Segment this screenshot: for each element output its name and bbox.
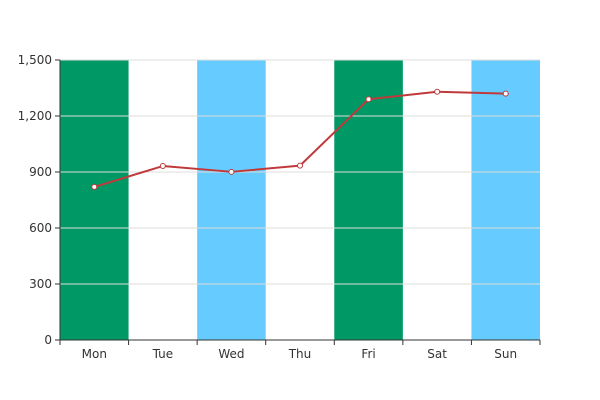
y-gridlines xyxy=(60,59,540,285)
y-tick-label: 900 xyxy=(29,165,52,179)
data-point-sun[interactable] xyxy=(502,90,509,97)
x-tick-label: Wed xyxy=(218,347,244,361)
data-point-tue[interactable] xyxy=(159,163,166,170)
y-tick-label: 1,500 xyxy=(18,53,52,67)
x-tick-label: Tue xyxy=(152,347,174,361)
category-band-sun xyxy=(471,60,540,340)
y-tick-label: 300 xyxy=(29,277,52,291)
category-bands xyxy=(60,60,540,340)
category-band-mon xyxy=(60,60,129,340)
x-tick-label: Fri xyxy=(361,347,375,361)
data-point-fri[interactable] xyxy=(365,96,372,103)
data-point-mon[interactable] xyxy=(91,183,98,190)
series-line-path xyxy=(93,90,506,188)
data-point-wed[interactable] xyxy=(228,168,235,175)
series-line xyxy=(93,90,506,188)
x-tick-label: Thu xyxy=(288,347,312,361)
y-tick-label: 0 xyxy=(44,333,52,347)
y-tick-label: 600 xyxy=(29,221,52,235)
axes xyxy=(55,59,541,345)
x-tick-label: Sat xyxy=(427,347,447,361)
y-tick-labels: 0 300 600 900 1,200 1,500 xyxy=(18,53,52,347)
x-tick-label: Mon xyxy=(82,347,107,361)
data-point-sat[interactable] xyxy=(434,88,441,95)
data-points xyxy=(91,88,509,190)
y-tick-label: 1,200 xyxy=(18,109,52,123)
category-band-fri xyxy=(334,60,403,340)
data-point-thu[interactable] xyxy=(297,162,303,169)
x-tick-label: Sun xyxy=(494,347,517,361)
x-tick-labels: Mon Tue Wed Thu Fri Sat Sun xyxy=(82,347,517,361)
category-band-wed xyxy=(197,60,266,340)
